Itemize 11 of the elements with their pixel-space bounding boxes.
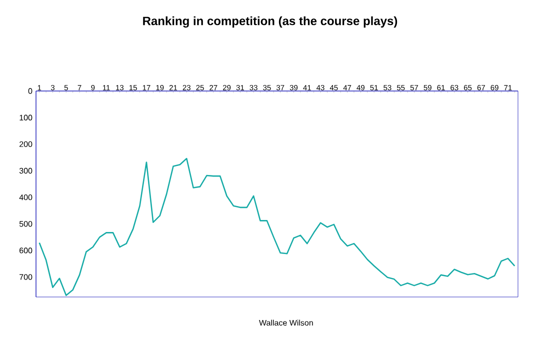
y-tick-label: 400	[19, 194, 32, 200]
y-tick-label: 300	[19, 168, 32, 174]
line-series	[38, 158, 516, 296]
y-tick-label: 200	[20, 141, 32, 147]
y-tick-label: 100	[20, 114, 32, 120]
y-tick-label: 0	[28, 88, 32, 94]
text: Wallace Wilson	[259, 320, 313, 326]
y-tick-label: 700	[20, 274, 32, 280]
y-tick-label: 500	[19, 221, 32, 227]
y-tick-label: 600	[20, 248, 32, 254]
chart-title: Ranking in competition (as the course plays)	[143, 16, 398, 28]
